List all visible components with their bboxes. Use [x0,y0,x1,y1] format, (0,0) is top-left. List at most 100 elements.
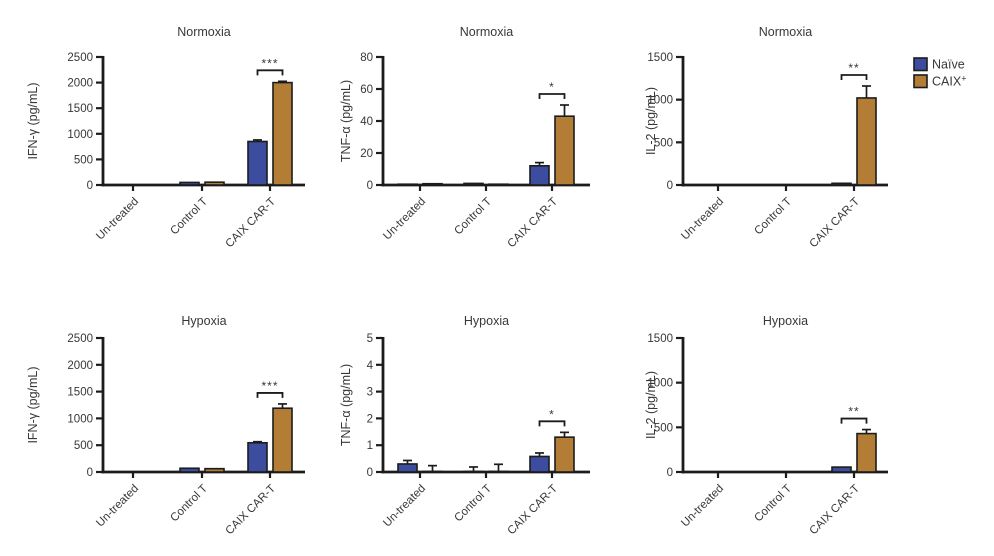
chart-normoxia-il-2-pg-ml: Normoxia IL-2 (pg/mL) 0 500 1000 1500 Un-treat… [644,25,888,250]
y-axis-label: IFN-γ (pg/mL) [26,82,40,159]
y-tick-label: 1000 [67,413,93,425]
y-tick-label: 1 [367,440,373,452]
y-tick-label: 4 [367,360,374,372]
legend-label-caix: CAIX+ [932,74,966,89]
x-category-label: Un-treated [381,196,428,243]
y-tick-label: 1000 [647,95,673,107]
bar-na-ve-un-treated [397,183,418,186]
y-tick-label: 0 [367,180,373,192]
x-category-label: CAIX CAR-T [506,196,561,251]
chart-title: Hypoxia [464,314,509,328]
x-category-label: Control T [752,196,794,238]
significance-stars: ** [848,405,859,419]
y-tick-label: 3 [367,387,373,399]
bar-caix-control-t [488,470,509,473]
chart-title: Normoxia [460,25,514,39]
bar-na-ve-caix-car-t [529,455,550,473]
bar-caix-control-t [204,181,225,186]
bar-caix-caix-car-t [554,115,575,186]
x-category-label: Control T [752,483,794,525]
legend-swatch-na-ve [913,57,928,72]
y-tick-label: 2000 [67,360,93,372]
y-tick-label: 2500 [67,333,93,345]
y-tick-label: 500 [654,422,673,434]
y-tick-label: 500 [654,137,673,149]
bar-na-ve-control-t [179,181,200,186]
y-tick-label: 1000 [67,129,93,141]
y-tick-label: 1500 [647,333,673,345]
y-tick-label: 80 [360,52,373,64]
bar-na-ve-control-t [463,470,484,473]
bar-caix-caix-car-t [554,436,575,473]
y-tick-label: 5 [367,333,373,345]
y-tick-label: 20 [360,148,373,160]
x-category-label: Un-treated [381,483,428,530]
y-tick-label: 500 [74,154,93,166]
chart-title: Normoxia [759,25,813,39]
y-axis-label: IL-2 (pg/mL) [644,371,658,439]
significance-bracket [256,69,284,76]
y-axis-label: IFN-γ (pg/mL) [26,366,40,443]
x-category-label: Control T [452,483,494,525]
chart-hypoxia-tnf-pg-ml: Hypoxia TNF-α (pg/mL) 0 1 2 3 4 5 Un-treated Cont… [339,314,590,537]
x-category-label: CAIX CAR-T [808,483,863,538]
significance-stars: ** [848,61,859,75]
significance-stars: *** [261,56,278,70]
x-category-label: CAIX CAR-T [224,483,279,538]
significance-stars: * [549,407,555,421]
y-tick-label: 1500 [67,387,93,399]
legend-label-na-ve: Naïve [932,58,965,72]
y-tick-label: 500 [74,440,93,452]
bar-caix-control-t [488,183,509,186]
chart-hypoxia-il-2-pg-ml: Hypoxia IL-2 (pg/mL) 0 500 1000 1500 Un-treate… [644,314,888,537]
x-category-label: CAIX CAR-T [808,196,863,251]
x-category-label: CAIX CAR-T [224,196,279,251]
y-tick-label: 0 [367,467,373,479]
significance-bracket [538,93,566,99]
bar-caix-un-treated [422,182,443,186]
x-category-label: Un-treated [679,196,726,243]
chart-hypoxia-ifn-pg-ml: Hypoxia IFN-γ (pg/mL) 0 500 1000 1500 2000 2500… [26,314,305,537]
x-category-label: Un-treated [679,483,726,530]
y-tick-label: 0 [667,180,673,192]
x-category-label: Un-treated [94,483,141,530]
x-category-label: Un-treated [94,196,141,243]
significance-bracket [538,420,566,427]
bar-na-ve-caix-car-t [831,182,852,186]
y-tick-label: 0 [87,180,93,192]
bar-caix-caix-car-t [272,81,293,186]
bar-na-ve-control-t [179,467,200,473]
chart-title: Normoxia [177,25,231,39]
significance-stars: * [549,80,555,94]
bar-na-ve-caix-car-t [247,140,268,186]
y-axis-label: TNF-α (pg/mL) [339,80,353,162]
bar-caix-un-treated [422,470,443,473]
chart-normoxia-tnf-pg-ml: Normoxia TNF-α (pg/mL) 0 20 40 60 80 Un-treated… [339,25,590,250]
bar-na-ve-caix-car-t [529,165,550,186]
bar-na-ve-control-t [463,182,484,186]
bar-caix-caix-car-t [856,97,877,186]
significance-bracket [256,392,284,398]
y-tick-label: 1000 [647,378,673,390]
bar-caix-caix-car-t [856,432,877,473]
legend: Naïve CAIX+ [913,57,966,89]
chart-normoxia-ifn-pg-ml: Normoxia IFN-γ (pg/mL) 0 500 1000 1500 2000 250… [26,25,305,250]
chart-title: Hypoxia [763,314,808,328]
bar-na-ve-caix-car-t [831,466,852,473]
x-category-label: Control T [452,196,494,238]
y-tick-label: 40 [360,116,373,128]
y-tick-label: 60 [360,84,373,96]
y-tick-label: 0 [667,467,673,479]
x-category-label: Control T [168,483,210,525]
chart-title: Hypoxia [181,314,226,328]
bar-na-ve-un-treated [397,463,418,473]
y-tick-label: 0 [87,467,93,479]
significance-bracket [840,417,868,424]
x-category-label: Control T [168,196,210,238]
x-category-label: CAIX CAR-T [506,483,561,538]
y-axis-label: TNF-α (pg/mL) [339,364,353,446]
y-tick-label: 2 [367,413,373,425]
bar-caix-caix-car-t [272,407,293,473]
